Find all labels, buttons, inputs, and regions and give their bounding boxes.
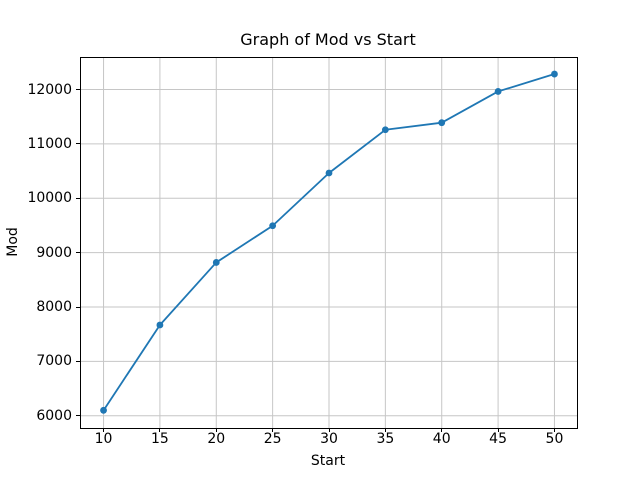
x-tick-mark [103, 428, 105, 432]
y-tick-mark [76, 252, 80, 254]
x-tick-label: 10 [94, 431, 113, 447]
x-tick-mark [328, 428, 330, 432]
y-tick-mark [76, 360, 80, 362]
data-point-marker [212, 259, 220, 266]
plot-area [80, 57, 578, 429]
x-tick-label: 15 [150, 431, 169, 447]
x-tick-label: 50 [545, 431, 564, 447]
data-point-marker [100, 406, 107, 414]
x-tick-mark [497, 428, 499, 432]
chart-title: Graph of Mod vs Start [240, 30, 416, 49]
x-tick-label: 25 [263, 431, 282, 447]
x-tick-mark [553, 428, 555, 432]
y-tick-label: 6000 [36, 407, 72, 424]
data-point-marker [381, 126, 389, 134]
x-tick-label: 35 [376, 431, 395, 447]
x-tick-mark [159, 428, 161, 432]
data-point-marker [551, 70, 558, 78]
y-tick-label: 10000 [27, 190, 72, 207]
y-tick-label: 11000 [27, 135, 72, 152]
x-tick-mark [272, 428, 274, 432]
data-point-marker [494, 88, 502, 95]
x-tick-mark [384, 428, 386, 432]
y-tick-label: 7000 [36, 353, 72, 370]
data-point-marker [269, 222, 277, 230]
y-tick-mark [76, 306, 80, 308]
data-point-marker [325, 169, 333, 177]
y-axis-label: Mod [5, 227, 21, 257]
x-tick-mark [441, 428, 443, 432]
y-tick-label: 12000 [27, 81, 72, 98]
y-tick-mark [76, 197, 80, 199]
line-chart-svg [81, 58, 577, 428]
y-tick-label: 8000 [36, 299, 72, 316]
y-tick-mark [76, 89, 80, 91]
y-tick-mark [76, 143, 80, 145]
data-point-marker [156, 321, 164, 329]
x-tick-mark [215, 428, 217, 432]
x-tick-label: 45 [489, 431, 507, 447]
x-axis-label: Start [310, 453, 346, 469]
x-tick-label: 20 [207, 431, 226, 447]
data-point-marker [438, 119, 446, 127]
y-tick-label: 9000 [36, 244, 72, 261]
x-tick-label: 30 [320, 431, 338, 447]
y-tick-mark [76, 415, 80, 417]
x-tick-label: 40 [432, 431, 451, 447]
